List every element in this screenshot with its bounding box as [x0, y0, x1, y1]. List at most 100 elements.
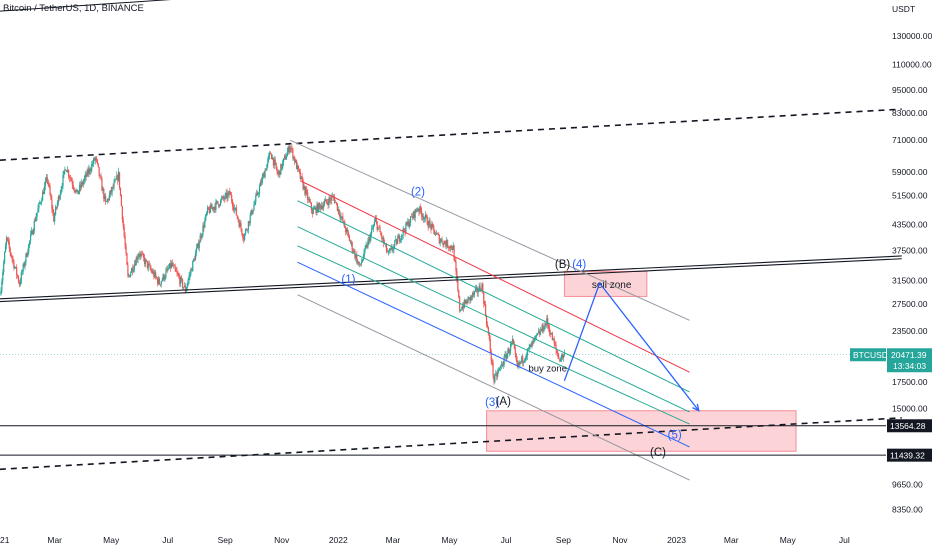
candle-body: [446, 240, 448, 247]
candle-body: [98, 167, 100, 176]
candle-body: [110, 190, 112, 193]
candle-body: [463, 299, 465, 308]
candle-body: [495, 373, 497, 375]
candle-body: [460, 309, 462, 311]
candle-body: [11, 256, 13, 259]
candle-body: [118, 171, 121, 188]
candle-body: [440, 239, 442, 241]
candle-body: [235, 207, 237, 216]
candle-body: [461, 306, 464, 310]
x-tick-label: 2021: [0, 535, 10, 545]
candle-body: [346, 229, 348, 233]
candle-body: [429, 220, 431, 225]
candle-body: [266, 164, 268, 171]
long-support-line-b: [0, 258, 902, 303]
candle-body: [204, 220, 206, 228]
candle-body: [459, 297, 461, 311]
candle-body: [295, 160, 298, 170]
candle-body: [124, 236, 126, 246]
candle-body: [362, 256, 364, 261]
candle-body: [435, 233, 438, 235]
candle-body: [90, 170, 92, 172]
candle-body: [451, 248, 453, 250]
candle-body: [51, 199, 53, 209]
candle-body: [294, 157, 296, 163]
candle-body: [397, 235, 400, 239]
candle-body: [432, 224, 434, 226]
candle-body: [40, 202, 42, 204]
candle-body: [216, 201, 218, 202]
candle-body: [322, 205, 325, 209]
candle-body: [250, 209, 252, 216]
candle-body: [154, 272, 156, 277]
candle-body: [105, 201, 108, 202]
candle-body: [9, 247, 11, 253]
y-tick-label: 95000.00: [892, 85, 928, 95]
candle-body: [209, 204, 211, 213]
candle-body: [265, 170, 267, 171]
candle-body: [195, 247, 198, 253]
candle-body: [426, 216, 428, 225]
candle-body: [471, 295, 473, 297]
candle-body: [251, 209, 253, 214]
candle-body: [342, 216, 344, 223]
candle-body: [323, 201, 325, 206]
candle-body: [559, 359, 561, 361]
candle-body: [60, 188, 62, 194]
candle-body: [419, 206, 421, 212]
level-tag: [887, 419, 932, 433]
candle-body: [338, 209, 340, 215]
candle-body: [63, 170, 65, 175]
candle-body: [286, 151, 288, 157]
candle-body: [497, 372, 499, 377]
candle-body: [460, 309, 463, 311]
candle-body: [150, 268, 152, 271]
candle-body: [200, 235, 202, 238]
candle-body: [162, 274, 164, 280]
candle-body: [33, 220, 35, 231]
candle-body: [491, 360, 493, 363]
candle-body: [218, 203, 220, 207]
candle-body: [219, 205, 221, 207]
candle-body: [470, 295, 472, 301]
candle-body: [490, 350, 492, 361]
candle-body: [177, 273, 179, 275]
candle-body: [411, 216, 414, 218]
candle-body: [232, 201, 234, 207]
channel-lower-gray: [297, 294, 690, 481]
candle-body: [75, 190, 77, 193]
symbol-tag: [850, 348, 886, 362]
candle-body: [41, 200, 43, 203]
candle-body: [46, 177, 48, 181]
candle-body: [337, 209, 339, 211]
candle-body: [553, 338, 555, 344]
candle-body: [233, 207, 236, 210]
x-tick-label: May: [780, 535, 797, 545]
candle-body: [228, 191, 230, 194]
candle-body: [409, 216, 412, 224]
candle-body: [186, 284, 188, 289]
candle-body: [257, 193, 260, 195]
candle-body: [199, 235, 201, 243]
candle-body: [472, 292, 475, 295]
candle-body: [222, 196, 224, 199]
candle-body: [506, 354, 508, 360]
candle-body: [457, 279, 459, 291]
candle-body: [502, 364, 504, 366]
candle-body: [517, 362, 519, 367]
candle-body: [229, 191, 231, 195]
candle-body: [547, 318, 549, 326]
candle-body: [351, 242, 353, 251]
candle-body: [327, 202, 329, 206]
candle-body: [128, 275, 130, 276]
candle-body: [563, 352, 566, 356]
candle-body: [191, 269, 193, 271]
candle-body: [498, 369, 500, 373]
candle-body: [100, 175, 102, 180]
candle-body: [340, 216, 342, 219]
candle-body: [262, 173, 264, 177]
candle-body: [73, 187, 75, 191]
candle-body: [206, 212, 208, 215]
